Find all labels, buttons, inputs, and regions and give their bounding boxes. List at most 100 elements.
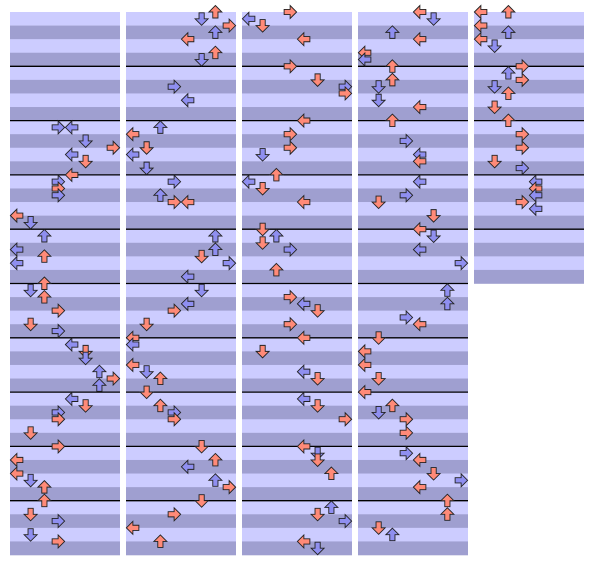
arrow-note — [439, 507, 455, 521]
beat-stripe — [474, 66, 584, 81]
beat-stripe — [242, 541, 352, 556]
beat-stripe — [10, 500, 120, 515]
beat-stripe — [242, 202, 352, 216]
beat-stripe — [242, 527, 352, 542]
beat-stripe — [474, 229, 584, 244]
beat-stripe — [126, 229, 236, 244]
arrow-note — [207, 25, 223, 39]
arrow-note — [9, 241, 24, 258]
arrow-note — [283, 241, 298, 258]
arrow-note — [412, 479, 427, 495]
beat-stripe — [358, 256, 468, 271]
beat-stripe — [126, 446, 236, 461]
beat-stripe — [126, 161, 236, 176]
arrow-note — [399, 425, 414, 441]
beat-stripe — [242, 324, 352, 339]
arrow-note — [222, 479, 237, 495]
beat-stripe — [358, 487, 468, 501]
arrow-note — [399, 133, 414, 149]
arrow-note — [36, 249, 52, 263]
beat-stripe — [10, 446, 120, 461]
arrow-note — [180, 194, 195, 210]
beat-stripe — [358, 324, 468, 339]
arrow-note — [412, 4, 427, 20]
arrow-note — [241, 174, 256, 190]
beat-stripe — [358, 202, 468, 216]
beat-stripe — [358, 269, 468, 284]
arrow-note — [91, 364, 107, 379]
arrow-note — [64, 337, 79, 353]
arrow-note — [454, 472, 469, 488]
beat-stripe — [358, 52, 468, 67]
beat-stripe — [10, 39, 120, 54]
beat-stripe — [358, 66, 468, 81]
beat-stripe — [126, 500, 236, 515]
beat-stripe — [126, 242, 236, 257]
arrow-note — [371, 93, 387, 108]
beat-stripe — [358, 337, 468, 352]
beat-stripe — [358, 378, 468, 393]
arrow-note — [439, 283, 455, 297]
beat-stripe — [358, 283, 468, 298]
beat-stripe — [242, 52, 352, 67]
arrow-note — [310, 446, 326, 461]
beat-stripe — [474, 242, 584, 257]
arrow-note — [64, 167, 79, 183]
beat-stripe — [10, 52, 120, 67]
beat-stripe — [126, 337, 236, 352]
beat-stripe — [242, 487, 352, 501]
beat-stripe — [242, 310, 352, 325]
arrow-note — [296, 533, 311, 550]
beat-stripe — [358, 364, 468, 379]
arrow-note — [78, 351, 94, 366]
arrow-note — [78, 154, 94, 169]
arrow-note — [194, 249, 210, 264]
arrow-note — [51, 119, 66, 135]
arrow-note — [167, 303, 182, 319]
arrow-note — [78, 134, 94, 149]
arrow-note — [167, 174, 182, 190]
beat-stripe — [358, 39, 468, 54]
beat-stripe — [126, 351, 236, 366]
arrow-note — [139, 141, 155, 155]
beat-stripe — [126, 134, 236, 149]
arrow-note — [296, 391, 311, 407]
beat-stripe — [474, 147, 584, 162]
arrow-note — [23, 426, 39, 440]
arrow-note — [371, 331, 387, 345]
beat-stripe — [242, 25, 352, 40]
beat-stripe — [474, 39, 584, 54]
beat-stripe — [474, 269, 584, 284]
arrow-note — [296, 31, 311, 47]
arrow-note — [23, 215, 39, 230]
beat-stripe — [358, 229, 468, 244]
arrow-note — [167, 194, 182, 210]
beat-stripe — [10, 432, 120, 447]
arrow-note — [384, 72, 400, 87]
arrow-note — [139, 385, 155, 400]
arrow-note — [528, 201, 543, 217]
arrow-note — [180, 296, 195, 312]
beat-stripe — [474, 93, 584, 108]
arrow-note — [255, 19, 271, 33]
arrow-note — [283, 4, 298, 20]
arrow-note — [399, 445, 414, 461]
arrow-note — [152, 371, 168, 385]
arrow-note — [255, 182, 271, 196]
beat-stripe — [358, 405, 468, 420]
beat-stripe — [358, 419, 468, 434]
beat-stripe — [242, 188, 352, 203]
beat-stripe — [126, 487, 236, 501]
beat-stripe — [126, 202, 236, 216]
beat-stripe — [242, 229, 352, 244]
arrow-note — [255, 344, 271, 359]
arrow-note — [412, 452, 427, 468]
arrow-note — [310, 507, 326, 522]
arrow-note — [487, 39, 503, 54]
arrow-note — [338, 513, 353, 529]
beat-stripe — [10, 283, 120, 298]
beat-stripe — [10, 107, 120, 121]
beat-stripe — [10, 229, 120, 244]
arrow-note — [91, 378, 107, 392]
chart-column — [358, 12, 468, 556]
